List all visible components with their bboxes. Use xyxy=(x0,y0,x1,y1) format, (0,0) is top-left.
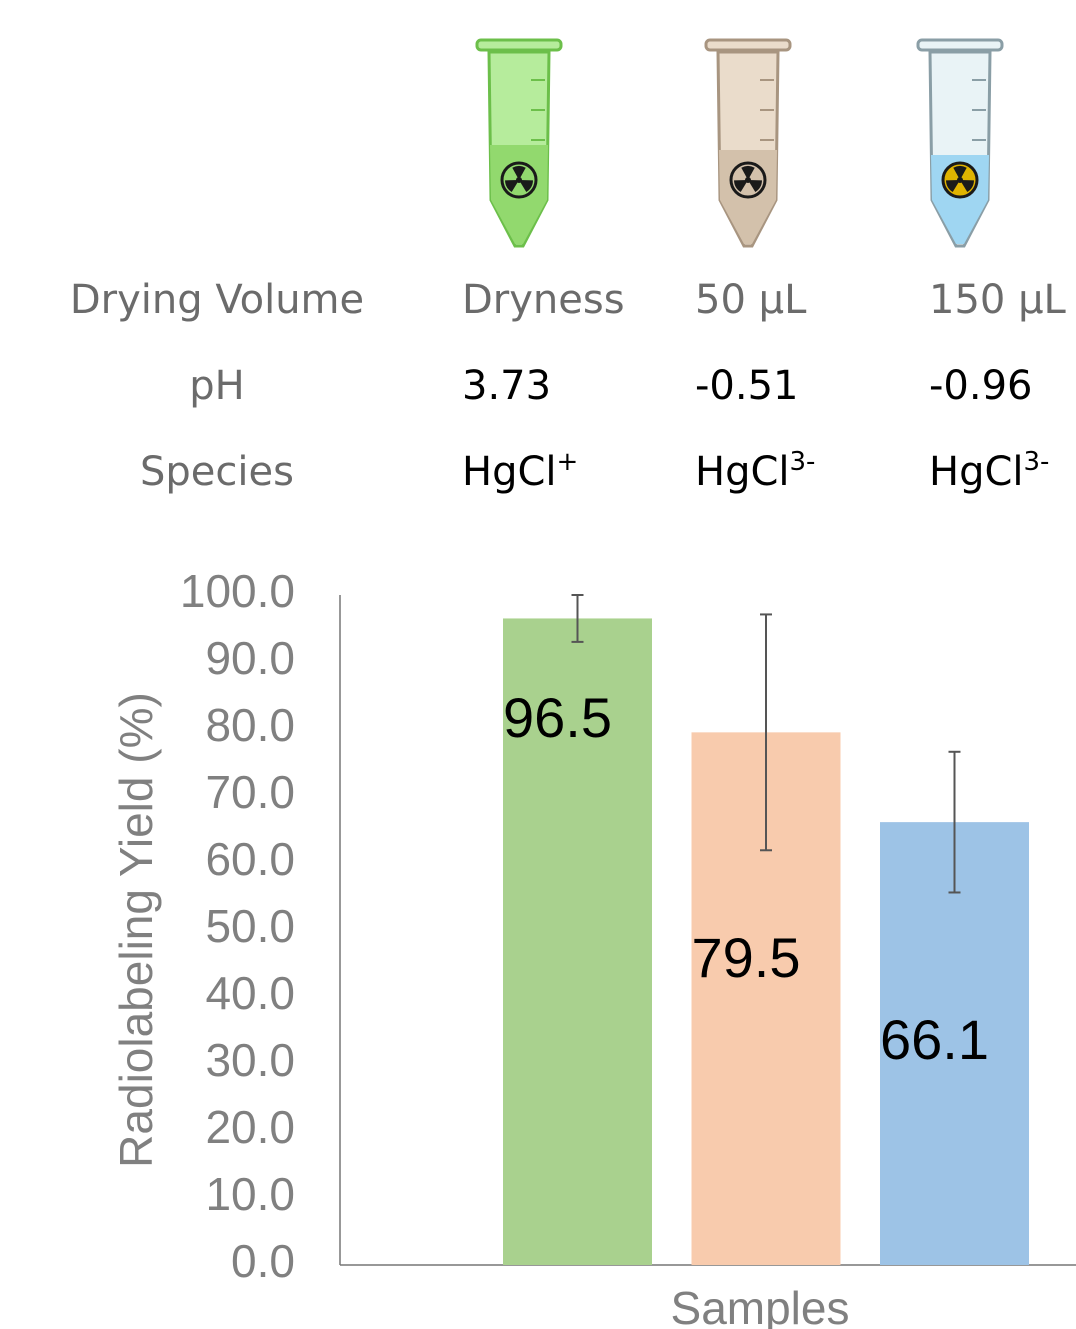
x-axis-title: Samples xyxy=(671,1282,850,1329)
radiation-blade xyxy=(748,180,762,192)
tubes xyxy=(475,38,1004,248)
row-label: pH xyxy=(189,363,244,409)
species-sup: + xyxy=(557,447,579,477)
data-label: 96.5 xyxy=(503,686,612,749)
tube-cap xyxy=(704,38,792,52)
cell: -0.96 xyxy=(929,363,1033,409)
data-label: 66.1 xyxy=(880,1008,989,1071)
radiation-blade xyxy=(946,180,960,192)
cell: -0.51 xyxy=(695,363,799,409)
cell: 3.73 xyxy=(462,363,551,409)
species-base: HgCl xyxy=(929,449,1024,495)
data-label: 79.5 xyxy=(692,926,801,989)
y-tick-label: 60.0 xyxy=(205,833,295,885)
bar xyxy=(880,822,1029,1265)
radiation-blade xyxy=(953,165,967,180)
radiation-blade xyxy=(960,180,974,192)
y-tick-label: 20.0 xyxy=(205,1101,295,1153)
y-tick-label: 30.0 xyxy=(205,1034,295,1086)
y-tick-label: 40.0 xyxy=(205,967,295,1019)
row-label: Species xyxy=(140,449,294,495)
y-tick-label: 100.0 xyxy=(180,565,295,617)
radiation-blade xyxy=(512,165,526,180)
cell: Dryness xyxy=(462,277,625,323)
tube-cap xyxy=(916,38,1004,52)
radiation-blade xyxy=(519,180,533,192)
y-tick-label: 10.0 xyxy=(205,1168,295,1220)
species-sup: 3- xyxy=(790,447,816,477)
row-label: Drying Volume xyxy=(70,277,364,323)
y-tick-label: 90.0 xyxy=(205,632,295,684)
species-base: HgCl xyxy=(462,449,557,495)
species-cell: HgCl+ xyxy=(462,447,578,496)
bar xyxy=(503,618,652,1265)
y-tick-label: 0.0 xyxy=(231,1235,295,1287)
species-sup: 3- xyxy=(1024,447,1050,477)
cell: 150 µL xyxy=(929,277,1067,323)
radiation-blade xyxy=(741,165,755,180)
y-tick-label: 50.0 xyxy=(205,900,295,952)
y-tick-label: 70.0 xyxy=(205,766,295,818)
tube-cap xyxy=(475,38,563,52)
species-cell: HgCl3- xyxy=(929,447,1049,496)
cell: 50 µL xyxy=(695,277,807,323)
radiation-blade xyxy=(505,180,519,192)
radiation-blade xyxy=(734,180,748,192)
y-axis-title: Radiolabeling Yield (%) xyxy=(110,692,162,1168)
y-tick-label: 80.0 xyxy=(205,699,295,751)
species-base: HgCl xyxy=(695,449,790,495)
species-cell: HgCl3- xyxy=(695,447,815,496)
